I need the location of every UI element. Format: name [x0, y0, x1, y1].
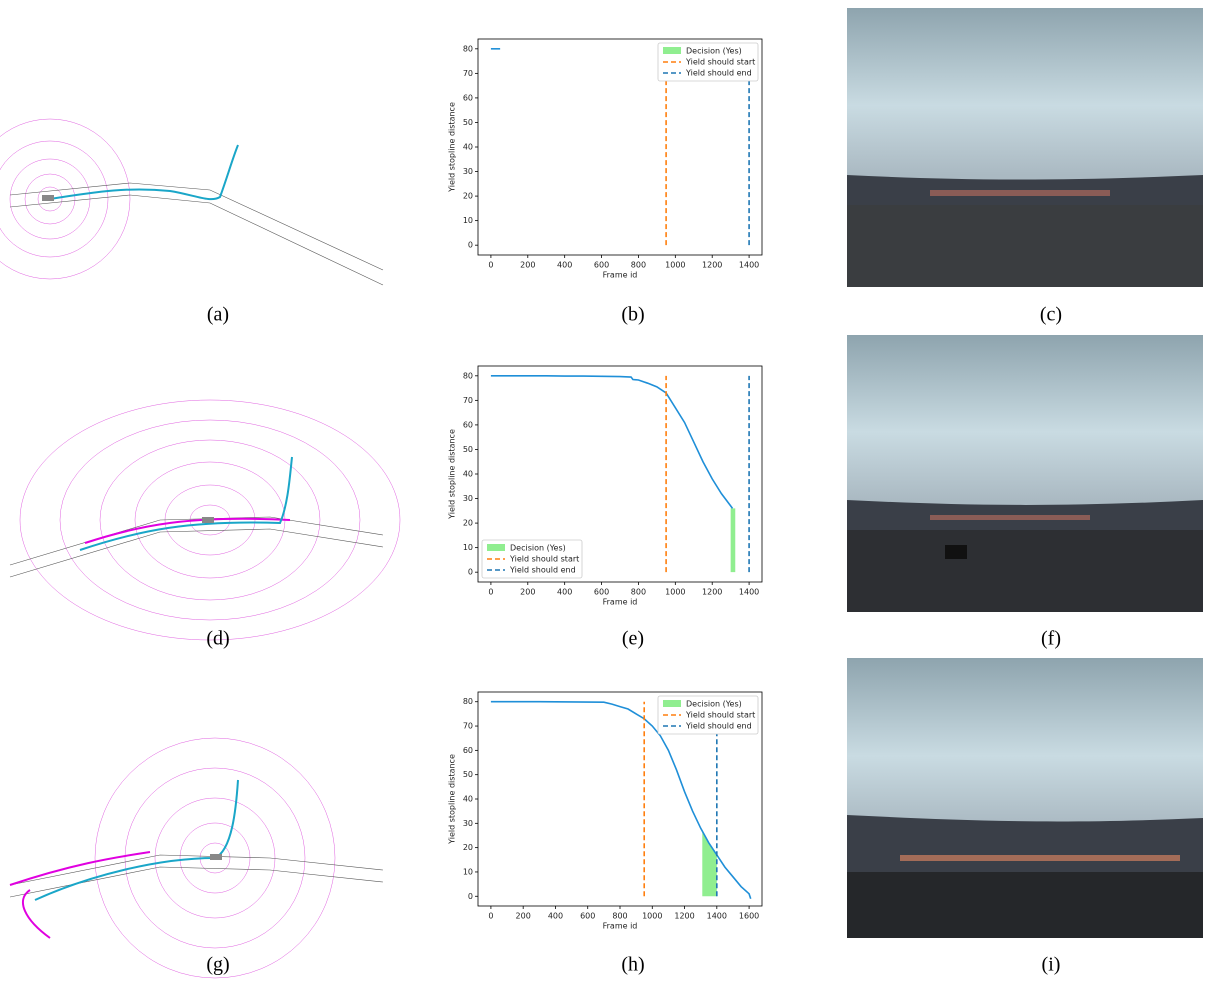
x-tick-label: 1400: [739, 588, 759, 597]
chart: 0 200 400 600 800 1000 1200 1400 1600 0 10 20 30 40 50…: [448, 691, 763, 931]
legend-box: [657, 42, 759, 82]
x-tick-label: 600: [594, 588, 609, 597]
y-tick-label: 20: [463, 843, 473, 852]
x-tick-label: 400: [557, 261, 572, 270]
legend-label: Decision (Yes): [510, 544, 566, 553]
x-tick-label: 1000: [665, 261, 685, 270]
y-tick-label: 40: [463, 470, 473, 479]
caption: (g): [206, 954, 229, 976]
y-tick-label: 30: [463, 494, 473, 503]
x-tick-label: 1200: [702, 261, 722, 270]
chart: 0 200 400 600 800 1000 1200 1400 0 10 20 30 40 50 60 70…: [448, 365, 763, 607]
x-tick-label: 0: [488, 261, 493, 270]
x-tick-label: 1200: [702, 588, 722, 597]
y-tick-label: 20: [463, 519, 473, 528]
x-tick-label: 200: [520, 261, 535, 270]
y-tick-label: 70: [463, 69, 473, 78]
y-tick-label: 70: [463, 722, 473, 731]
caption: (f): [1041, 628, 1061, 650]
caption: (h): [621, 954, 644, 976]
data-line: [490, 700, 752, 899]
y-tick-label: 30: [463, 819, 473, 828]
y-tick-label: 80: [463, 44, 473, 53]
y-tick-label: 20: [463, 192, 473, 201]
y-tick-label: 50: [463, 445, 473, 454]
x-axis-label: Frame id: [603, 598, 638, 607]
x-tick-label: 0: [488, 912, 493, 921]
y-tick-label: 0: [468, 241, 473, 250]
y-tick-label: 70: [463, 396, 473, 405]
y-tick-label: 0: [468, 892, 473, 901]
y-tick-label: 60: [463, 420, 473, 429]
data-line: [490, 375, 734, 509]
chart: 0 200 400 600 800 1000 1200 1400 0 10 20 30 40 50 60 70…: [448, 38, 763, 280]
legend-label: Decision (Yes): [686, 700, 742, 709]
y-tick-label: 40: [463, 143, 473, 152]
x-tick-label: 600: [580, 912, 595, 921]
y-tick-label: 50: [463, 118, 473, 127]
legend-label: Yield should end: [685, 722, 752, 731]
legend-box: [657, 695, 759, 735]
x-axis-label: Frame id: [603, 271, 638, 280]
camera-view: [847, 658, 1203, 938]
decision-area: [730, 508, 736, 573]
y-tick-label: 30: [463, 167, 473, 176]
x-tick-label: 800: [631, 588, 646, 597]
legend-swatch: [663, 700, 681, 707]
x-tick-label: 800: [612, 912, 627, 921]
x-tick-label: 400: [548, 912, 563, 921]
y-tick-label: 0: [468, 568, 473, 577]
camera-view: [847, 8, 1203, 287]
legend-swatch: [487, 544, 505, 551]
legend-label: Yield should start: [509, 555, 579, 564]
caption: (d): [206, 628, 229, 650]
caption: (i): [1042, 954, 1061, 976]
x-tick-label: 1400: [739, 261, 759, 270]
caption: (c): [1040, 304, 1062, 326]
legend-label: Decision (Yes): [686, 47, 742, 56]
y-axis-label: Yield stopline distance: [448, 754, 457, 845]
x-tick-label: 600: [594, 261, 609, 270]
y-tick-label: 60: [463, 93, 473, 102]
legend-box: [481, 539, 583, 579]
x-tick-label: 1000: [642, 912, 662, 921]
lidar-view: [0, 118, 384, 286]
y-tick-label: 80: [463, 371, 473, 380]
legend-swatch: [663, 47, 681, 54]
x-axis-label: Frame id: [603, 922, 638, 931]
legend-label: Yield should end: [685, 69, 752, 78]
y-tick-label: 10: [463, 216, 473, 225]
y-tick-label: 10: [463, 867, 473, 876]
x-tick-label: 800: [631, 261, 646, 270]
x-tick-label: 1400: [707, 912, 727, 921]
x-tick-label: 400: [557, 588, 572, 597]
caption: (b): [621, 304, 644, 326]
caption: (e): [622, 628, 644, 650]
lidar-view: [9, 737, 384, 979]
x-tick-label: 1000: [665, 588, 685, 597]
lidar-view: [9, 399, 401, 641]
x-tick-label: 0: [488, 588, 493, 597]
y-tick-label: 10: [463, 543, 473, 552]
camera-view: [847, 335, 1203, 612]
legend-label: Yield should start: [685, 58, 755, 67]
y-tick-label: 40: [463, 795, 473, 804]
y-axis-label: Yield stopline distance: [448, 429, 457, 520]
y-tick-label: 50: [463, 770, 473, 779]
caption: (a): [207, 304, 229, 326]
decision-area: [702, 830, 717, 897]
legend-label: Yield should end: [509, 566, 576, 575]
y-tick-label: 80: [463, 697, 473, 706]
x-tick-label: 200: [516, 912, 531, 921]
y-axis-label: Yield stopline distance: [448, 102, 457, 193]
x-tick-label: 1600: [739, 912, 759, 921]
legend-label: Yield should start: [685, 711, 755, 720]
x-tick-label: 200: [520, 588, 535, 597]
y-tick-label: 60: [463, 746, 473, 755]
x-tick-label: 1200: [674, 912, 694, 921]
